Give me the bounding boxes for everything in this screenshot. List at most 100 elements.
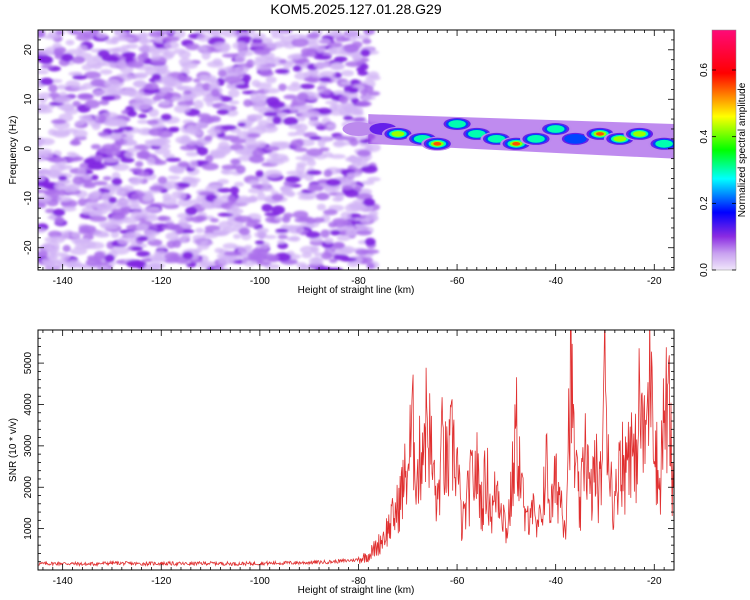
noise-cell <box>72 56 86 64</box>
noise-cell <box>253 102 266 112</box>
noise-cell <box>235 84 250 89</box>
noise-cell <box>306 32 320 39</box>
noise-cell <box>333 135 351 140</box>
noise-cell <box>179 145 198 151</box>
noise-cell <box>224 255 242 261</box>
noise-cell <box>275 228 289 233</box>
noise-cell <box>130 210 143 220</box>
noise-cell <box>108 196 117 204</box>
noise-cell <box>314 46 326 51</box>
noise-cell <box>127 90 145 98</box>
noise-cell <box>99 69 113 75</box>
noise-cell <box>125 231 142 239</box>
noise-cell <box>183 177 201 184</box>
noise-cell <box>271 153 288 161</box>
noise-cell <box>48 260 64 270</box>
noise-cell <box>90 144 101 150</box>
noise-cell <box>201 162 219 171</box>
noise-cell <box>173 104 191 114</box>
noise-cell <box>195 122 209 129</box>
noise-cell <box>259 70 274 77</box>
noise-cell <box>188 160 198 169</box>
noise-cell <box>230 186 240 195</box>
noise-cell <box>81 207 92 215</box>
noise-cell <box>85 258 103 267</box>
noise-cell <box>178 218 188 227</box>
noise-cell <box>251 79 261 87</box>
noise-cell <box>207 78 218 84</box>
noise-cell <box>361 165 378 174</box>
noise-cell <box>339 245 356 254</box>
noise-cell <box>235 165 246 174</box>
noise-cell <box>57 196 72 203</box>
noise-cell <box>348 87 359 94</box>
x-tick-label: -60 <box>450 276 465 287</box>
noise-cell <box>93 251 106 260</box>
noise-cell <box>280 185 291 194</box>
noise-cell <box>99 99 110 106</box>
noise-cell <box>197 113 211 119</box>
noise-cell <box>145 82 159 91</box>
noise-cell <box>287 54 302 61</box>
noise-cell <box>168 126 180 132</box>
noise-cell <box>332 221 347 228</box>
noise-cell <box>214 247 224 254</box>
noise-cell <box>69 30 85 36</box>
noise-cell <box>302 109 320 119</box>
noise-cell <box>288 225 297 234</box>
noise-cell <box>217 69 227 77</box>
noise-cell <box>193 99 204 109</box>
noise-cell <box>234 54 246 64</box>
noise-cell <box>286 84 302 92</box>
noise-cell <box>261 203 273 212</box>
noise-cell <box>341 185 354 191</box>
noise-cell <box>177 182 191 188</box>
noise-cell <box>197 34 211 42</box>
noise-cell <box>308 118 320 127</box>
noise-cell <box>243 99 253 107</box>
noise-cell <box>77 93 94 101</box>
noise-cell <box>306 170 322 176</box>
noise-cell <box>212 267 230 270</box>
noise-cell <box>52 208 66 217</box>
noise-cell <box>233 233 241 239</box>
noise-cell <box>105 147 121 157</box>
noise-cell <box>129 168 144 172</box>
noise-cell <box>293 147 308 152</box>
noise-cell <box>185 206 198 216</box>
noise-cell <box>291 38 309 48</box>
noise-cell <box>271 33 285 39</box>
noise-cell <box>124 151 135 159</box>
colorbar-tick-label: 0.6 <box>699 63 710 77</box>
x-tick-label: -20 <box>647 576 662 587</box>
noise-cell <box>251 37 263 44</box>
noise-cell <box>72 129 88 138</box>
noise-cell <box>325 178 342 187</box>
noise-cell <box>38 176 46 182</box>
noise-cell <box>195 138 208 147</box>
noise-cell <box>211 88 220 98</box>
signal-blob <box>559 131 592 146</box>
noise-cell <box>217 187 233 193</box>
noise-cell <box>230 203 239 213</box>
noise-cell <box>238 227 251 236</box>
noise-cell <box>307 159 316 167</box>
noise-cell <box>111 213 126 220</box>
noise-cell <box>323 169 333 178</box>
noise-cell <box>38 251 49 258</box>
noise-cell <box>207 128 222 135</box>
noise-cell <box>169 184 178 189</box>
noise-cell <box>365 214 378 221</box>
noise-cell <box>230 158 241 165</box>
noise-cell <box>283 117 299 126</box>
signal-blob <box>648 136 674 151</box>
noise-cell <box>357 70 369 76</box>
noise-cell <box>127 110 137 117</box>
noise-cell <box>305 218 317 224</box>
noise-cell <box>351 41 363 49</box>
noise-cell <box>267 101 286 109</box>
noise-cell <box>166 240 176 249</box>
x-tick-label: -40 <box>548 576 563 587</box>
noise-cell <box>154 148 171 155</box>
